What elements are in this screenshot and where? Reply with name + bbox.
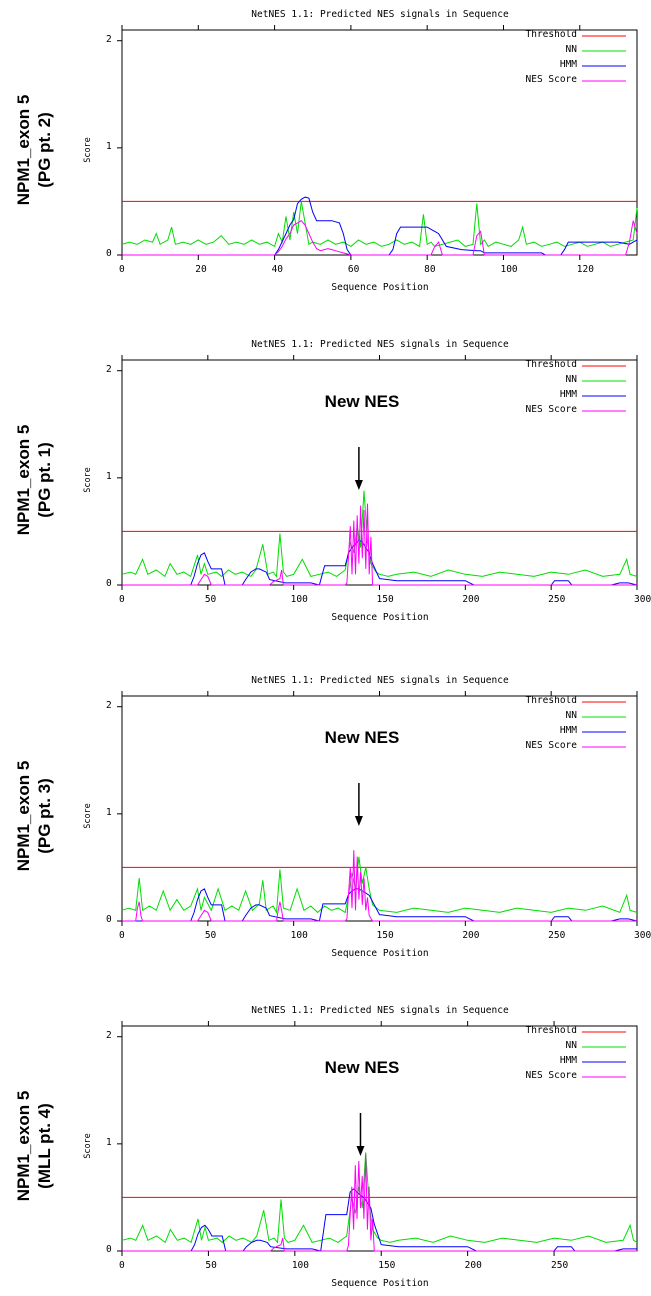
y-tick-label: 2 <box>106 34 112 45</box>
series-line-hmm <box>122 1189 637 1251</box>
x-tick-label: 300 <box>634 594 651 605</box>
x-tick-label: 250 <box>548 930 565 941</box>
x-tick-label: 250 <box>551 1260 568 1271</box>
x-tick-label: 50 <box>205 1260 216 1271</box>
series-line-hmm <box>122 197 637 255</box>
x-tick-label: 0 <box>119 264 125 275</box>
x-tick-label: 80 <box>424 264 435 275</box>
x-tick-label: 100 <box>291 930 308 941</box>
x-tick-label: 250 <box>548 594 565 605</box>
chart-panel-3: NPM1_exon 5 (PG pt. 3) NetNES 1.1: Predict… <box>0 666 651 966</box>
x-tick-label: 20 <box>195 264 206 275</box>
new-nes-annotation: New NES <box>325 392 400 412</box>
legend-label: NN <box>566 44 577 55</box>
plot-area <box>0 0 651 300</box>
x-tick-label: 50 <box>205 930 216 941</box>
y-tick-label: 2 <box>106 364 112 375</box>
legend-label: Threshold <box>526 1025 577 1036</box>
legend-label: Threshold <box>526 359 577 370</box>
series-line-nn <box>122 201 637 246</box>
series-line-nn <box>122 857 637 913</box>
legend-label: NES Score <box>526 74 577 85</box>
legend-label: HMM <box>560 1055 577 1066</box>
x-tick-label: 50 <box>205 594 216 605</box>
x-tick-label: 40 <box>272 264 283 275</box>
legend-label: NN <box>566 710 577 721</box>
y-tick-label: 0 <box>106 914 112 925</box>
x-tick-label: 120 <box>577 264 594 275</box>
y-tick-label: 1 <box>106 807 112 818</box>
plot-area <box>0 996 651 1296</box>
x-tick-label: 0 <box>119 1260 125 1271</box>
x-tick-label: 0 <box>119 930 125 941</box>
legend-label: HMM <box>560 59 577 70</box>
legend-label: NES Score <box>526 740 577 751</box>
annotation-arrow-head <box>356 1146 364 1156</box>
x-tick-label: 200 <box>462 594 479 605</box>
x-tick-label: 200 <box>465 1260 482 1271</box>
annotation-arrow-head <box>355 480 363 490</box>
series-line-nes-score <box>122 1155 637 1251</box>
chart-panel-2: NPM1_exon 5 (PG pt. 1) NetNES 1.1: Predict… <box>0 330 651 630</box>
new-nes-annotation: New NES <box>325 728 400 748</box>
series-line-nn <box>122 491 637 577</box>
legend-label: NES Score <box>526 1070 577 1081</box>
annotation-arrow-head <box>355 816 363 826</box>
chart-panel-4: NPM1_exon 5 (MLL pt. 4) NetNES 1.1: Predic… <box>0 996 651 1296</box>
legend-label: NN <box>566 1040 577 1051</box>
legend-label: HMM <box>560 725 577 736</box>
y-tick-label: 2 <box>106 1030 112 1041</box>
y-tick-label: 0 <box>106 248 112 259</box>
x-tick-label: 0 <box>119 594 125 605</box>
x-tick-label: 150 <box>377 594 394 605</box>
series-line-hmm <box>122 889 637 921</box>
series-line-nes-score <box>122 221 637 255</box>
legend-label: NN <box>566 374 577 385</box>
legend-label: Threshold <box>526 695 577 706</box>
y-tick-label: 1 <box>106 141 112 152</box>
plot-area <box>0 666 651 966</box>
x-tick-label: 300 <box>634 930 651 941</box>
x-tick-label: 100 <box>292 1260 309 1271</box>
x-tick-label: 60 <box>348 264 359 275</box>
y-tick-label: 0 <box>106 1244 112 1255</box>
y-tick-label: 1 <box>106 1137 112 1148</box>
legend-label: NES Score <box>526 404 577 415</box>
chart-panel-1: NPM1_exon 5 (PG pt. 2) NetNES 1.1: Predict… <box>0 0 651 300</box>
x-tick-label: 100 <box>291 594 308 605</box>
legend-label: Threshold <box>526 29 577 40</box>
x-tick-label: 150 <box>377 930 394 941</box>
y-tick-label: 0 <box>106 578 112 589</box>
new-nes-annotation: New NES <box>325 1058 400 1078</box>
y-tick-label: 2 <box>106 700 112 711</box>
y-tick-label: 1 <box>106 471 112 482</box>
legend-label: HMM <box>560 389 577 400</box>
x-tick-label: 150 <box>378 1260 395 1271</box>
x-tick-label: 200 <box>462 930 479 941</box>
plot-area <box>0 330 651 630</box>
x-tick-label: 100 <box>500 264 517 275</box>
